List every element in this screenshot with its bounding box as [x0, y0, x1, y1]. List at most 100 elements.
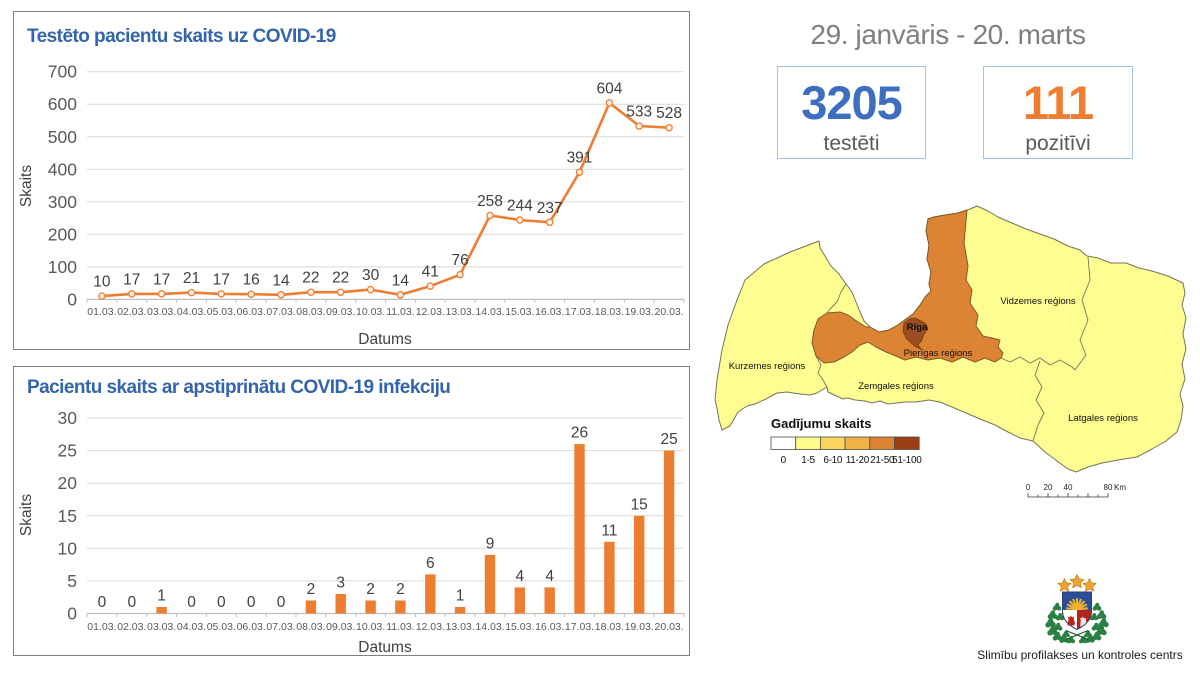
svg-text:Gadījumu skaits: Gadījumu skaits: [771, 416, 871, 431]
svg-text:30: 30: [362, 267, 380, 284]
svg-text:13.03.: 13.03.: [445, 306, 474, 318]
svg-text:20: 20: [1044, 483, 1053, 492]
svg-text:11: 11: [601, 522, 617, 539]
svg-text:Skaits: Skaits: [18, 165, 35, 207]
svg-text:0: 0: [187, 594, 196, 611]
svg-text:600: 600: [48, 94, 77, 114]
svg-text:Rīga: Rīga: [907, 322, 928, 333]
svg-text:14.03.: 14.03.: [475, 621, 504, 633]
svg-text:0: 0: [217, 594, 226, 611]
svg-text:Skaits: Skaits: [18, 494, 35, 536]
svg-text:Datums: Datums: [358, 639, 412, 655]
svg-text:Vidzemes reģions: Vidzemes reģions: [1000, 296, 1076, 307]
svg-text:17.03.: 17.03.: [565, 306, 594, 318]
svg-text:01.03.: 01.03.: [87, 306, 116, 318]
svg-text:1: 1: [456, 588, 465, 605]
svg-text:25: 25: [660, 431, 677, 448]
svg-text:22: 22: [302, 270, 319, 287]
svg-text:237: 237: [537, 200, 563, 217]
svg-text:20: 20: [58, 473, 78, 493]
svg-text:0: 0: [98, 594, 107, 611]
svg-text:04.03.: 04.03.: [177, 621, 206, 633]
svg-text:19.03.: 19.03.: [625, 306, 654, 318]
svg-text:08.03.: 08.03.: [296, 306, 325, 318]
svg-text:04.03.: 04.03.: [177, 306, 206, 318]
svg-text:391: 391: [567, 150, 593, 167]
svg-text:0: 0: [277, 594, 286, 611]
svg-text:Km: Km: [1114, 483, 1126, 492]
svg-text:76: 76: [451, 252, 468, 269]
svg-text:100: 100: [48, 257, 77, 277]
svg-text:Zemgales reģions: Zemgales reģions: [858, 381, 934, 392]
svg-text:4: 4: [515, 568, 524, 585]
svg-text:10.03.: 10.03.: [356, 306, 385, 318]
svg-text:15.03.: 15.03.: [505, 306, 534, 318]
svg-text:Testēto pacientu skaits uz COV: Testēto pacientu skaits uz COVID-19: [27, 26, 336, 47]
svg-text:9: 9: [486, 535, 495, 552]
svg-text:15: 15: [58, 506, 77, 526]
svg-text:09.03.: 09.03.: [326, 306, 355, 318]
svg-text:0: 0: [781, 455, 787, 466]
svg-text:03.03.: 03.03.: [147, 306, 176, 318]
svg-text:5: 5: [67, 571, 77, 591]
svg-text:500: 500: [48, 127, 77, 147]
svg-text:1-5: 1-5: [801, 455, 815, 466]
svg-text:16.03.: 16.03.: [535, 621, 564, 633]
svg-text:4: 4: [545, 568, 554, 585]
svg-text:700: 700: [48, 62, 77, 82]
svg-text:14.03.: 14.03.: [475, 306, 504, 318]
svg-text:400: 400: [48, 159, 77, 179]
svg-text:17: 17: [153, 271, 170, 288]
svg-text:0: 0: [247, 594, 256, 611]
svg-text:51-100: 51-100: [892, 455, 922, 466]
svg-text:30: 30: [58, 408, 78, 428]
svg-text:Datums: Datums: [358, 331, 412, 348]
svg-text:604: 604: [596, 80, 622, 97]
svg-text:1: 1: [157, 588, 166, 605]
svg-text:19.03.: 19.03.: [625, 621, 654, 633]
svg-text:15: 15: [631, 496, 648, 513]
svg-text:21: 21: [183, 270, 200, 287]
svg-text:0: 0: [67, 604, 77, 624]
svg-text:06.03.: 06.03.: [237, 621, 266, 633]
svg-text:17: 17: [213, 271, 230, 288]
svg-text:08.03.: 08.03.: [296, 621, 325, 633]
svg-text:12.03.: 12.03.: [416, 306, 445, 318]
svg-text:16.03.: 16.03.: [535, 306, 564, 318]
svg-text:09.03.: 09.03.: [326, 621, 355, 633]
svg-text:0: 0: [1026, 483, 1031, 492]
svg-text:6: 6: [426, 555, 435, 572]
svg-text:258: 258: [477, 193, 503, 210]
svg-text:07.03.: 07.03.: [266, 621, 295, 633]
svg-text:300: 300: [48, 192, 77, 212]
svg-text:02.03.: 02.03.: [117, 621, 146, 633]
svg-text:3: 3: [336, 575, 345, 592]
svg-text:06.03.: 06.03.: [237, 306, 266, 318]
svg-text:528: 528: [656, 105, 682, 122]
svg-text:6-10: 6-10: [823, 455, 843, 466]
svg-text:10: 10: [58, 538, 78, 558]
svg-text:18.03.: 18.03.: [595, 306, 624, 318]
svg-text:01.03.: 01.03.: [87, 621, 116, 633]
svg-text:17: 17: [123, 271, 140, 288]
svg-text:0: 0: [127, 594, 136, 611]
svg-text:15.03.: 15.03.: [505, 621, 534, 633]
svg-text:0: 0: [67, 289, 77, 309]
svg-text:14: 14: [392, 272, 410, 289]
svg-text:20.03.: 20.03.: [654, 621, 683, 633]
svg-text:11.03.: 11.03.: [386, 621, 414, 633]
svg-text:244: 244: [507, 198, 533, 215]
svg-text:18.03.: 18.03.: [595, 621, 624, 633]
svg-text:10.03.: 10.03.: [356, 621, 385, 633]
svg-text:12.03.: 12.03.: [416, 621, 445, 633]
svg-text:10: 10: [93, 274, 111, 291]
svg-text:03.03.: 03.03.: [147, 621, 176, 633]
svg-text:02.03.: 02.03.: [117, 306, 146, 318]
svg-text:80: 80: [1104, 483, 1113, 492]
svg-text:200: 200: [48, 224, 77, 244]
svg-text:17.03.: 17.03.: [565, 621, 594, 633]
svg-text:20.03.: 20.03.: [654, 306, 683, 318]
svg-text:Latgales reģions: Latgales reģions: [1068, 413, 1138, 424]
svg-text:40: 40: [1064, 483, 1073, 492]
svg-text:Kurzemes reģions: Kurzemes reģions: [729, 361, 806, 372]
